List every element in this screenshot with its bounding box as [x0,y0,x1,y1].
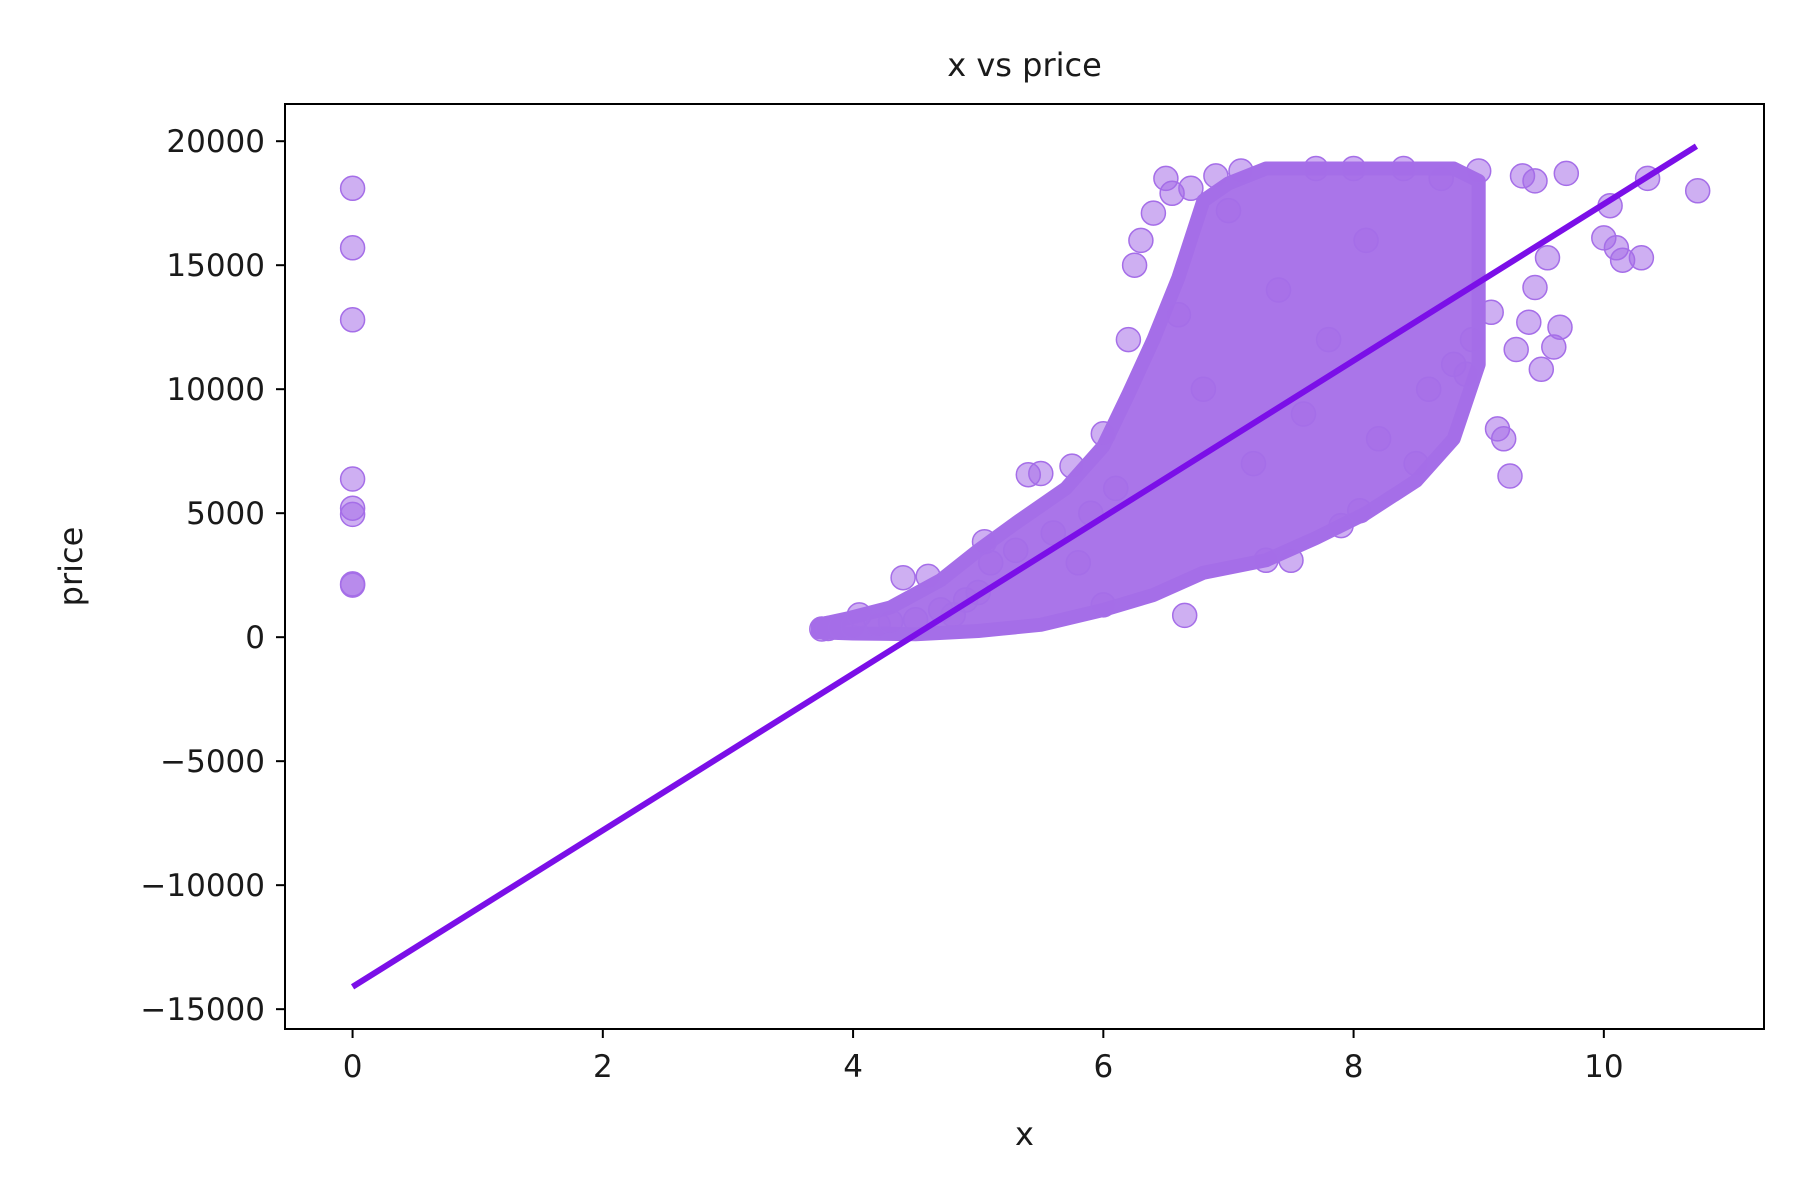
scatter-point [1459,326,1486,353]
regression-line-group [350,143,1699,990]
scatter-point [1090,421,1117,447]
scatter-point [1522,274,1548,301]
scatter-point [1128,227,1154,254]
scatter-point [1522,168,1548,194]
scatter-point [1228,158,1254,184]
scatter-point [1415,376,1442,402]
scatter-point [1203,163,1229,189]
scatter-point [339,235,366,261]
scatter-point [1516,309,1542,335]
scatter-point [1140,200,1167,226]
x-tick-label: 2 [593,1049,613,1085]
scatter-point [1315,326,1342,353]
scatter-point [1453,361,1479,388]
scatter-point [1465,158,1492,184]
scatter-point [1278,547,1304,574]
regression-line [350,143,1699,990]
scatter-point [1253,547,1279,574]
y-axis-title: price [52,527,90,607]
scatter-point [977,550,1004,576]
scatter-points [339,155,1711,642]
scatter-point [1059,453,1085,479]
x-axis-title: x [1015,1115,1034,1153]
y-tick-label: −10000 [140,868,265,904]
scatter-point [1490,426,1517,452]
scatter-point [1178,175,1204,202]
scatter-point [1497,463,1523,489]
plot-area [339,143,1711,990]
scatter-point [877,609,904,635]
scatter-point [1165,302,1192,328]
scatter-point [1065,550,1092,576]
y-tick-label: 0 [245,620,265,656]
scatter-point [1365,426,1392,452]
scatter-point [1115,326,1142,353]
scatter-point [1628,245,1655,271]
scatter-point [1347,497,1373,524]
scatter-point [339,307,366,333]
x-tick-label: 8 [1344,1049,1364,1085]
scatter-point [1002,537,1029,564]
scatter-point [1265,277,1292,303]
y-tick-label: 15000 [166,248,265,284]
scatter-point [339,466,366,492]
y-tick-label: −5000 [160,744,265,780]
scatter-point [1328,512,1354,539]
x-tick-label: 10 [1584,1049,1623,1085]
scatter-point [1684,178,1711,204]
scatter-point [1290,401,1317,427]
x-tick-label: 6 [1093,1049,1113,1085]
scatter-point [1403,450,1429,477]
scatter-point [1353,227,1379,254]
scatter-point [1028,460,1054,487]
scatter-point [1340,155,1367,182]
scatter-point [1303,155,1329,182]
scatter-point [1503,336,1529,363]
y-axis-ticks: −15000 −10000 −5000 0 5000 10000 15000 20000 [140,124,285,1028]
scatter-point [1553,160,1580,187]
scatter-point [890,564,916,591]
scatter-point [971,528,998,555]
scatter-point [1190,376,1217,402]
scatter-point [1171,602,1198,629]
y-tick-label: −15000 [140,992,265,1028]
chart-title: x vs price [947,46,1102,84]
scatter-point [339,501,366,528]
scatter-point [1121,252,1148,278]
y-tick-label: 10000 [166,372,265,408]
scatter-point [1478,299,1504,326]
scatter-point [1428,165,1454,192]
scatter-point [1547,314,1573,340]
x-tick-label: 4 [843,1049,863,1085]
scatter-point [339,572,366,598]
scatter-point [1215,197,1242,224]
plot-frame [284,103,1765,1030]
y-tick-label: 20000 [166,124,265,160]
scatter-point [1240,450,1267,477]
y-tick-label: 5000 [186,496,265,532]
x-axis-ticks: 0 2 4 6 8 10 [343,1029,1624,1085]
x-tick-label: 0 [343,1049,363,1085]
scatter-point [1390,155,1417,182]
scatter-point [1103,475,1129,502]
scatter-point [915,563,941,590]
scatter-point [339,175,366,202]
scatter-point [1528,356,1555,383]
scatter-point [1090,592,1117,618]
scatter-point [1534,245,1561,271]
